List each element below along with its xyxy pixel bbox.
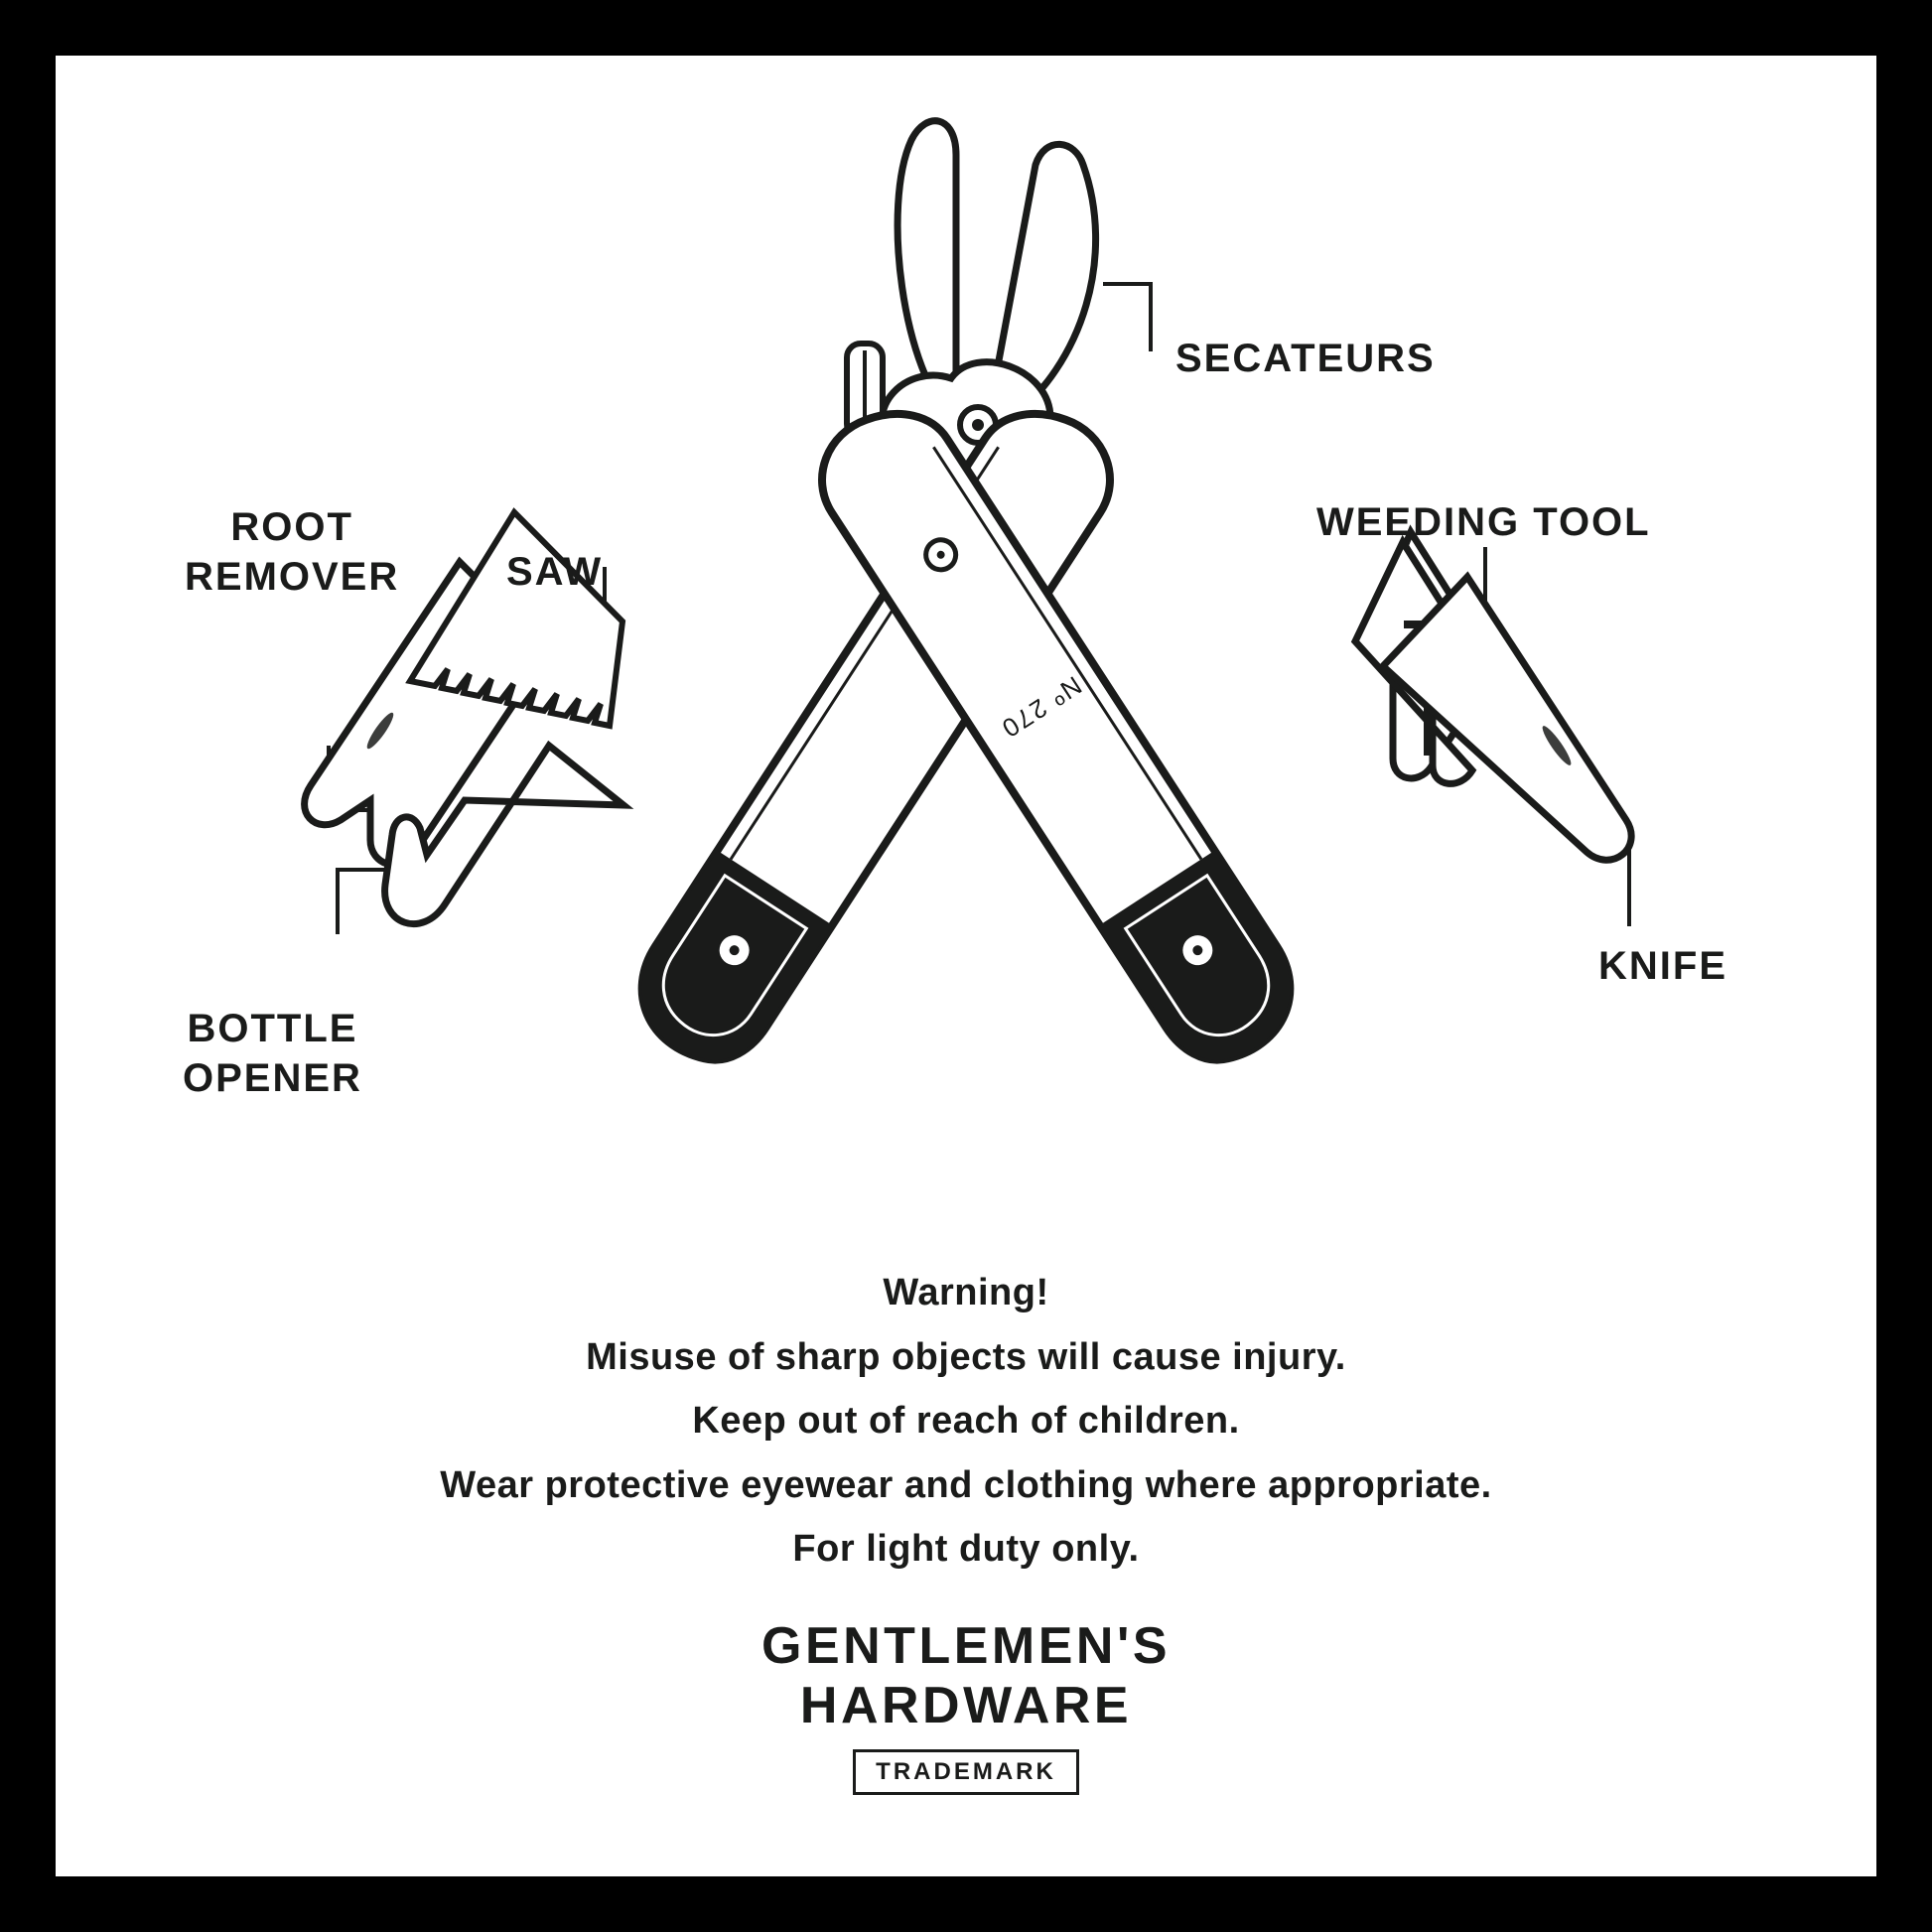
warning-line-1: Keep out of reach of children. (56, 1389, 1876, 1453)
brand-block: GENTLEMEN'S HARDWARE TRADEMARK (56, 1616, 1876, 1795)
warning-line-0: Misuse of sharp objects will cause injur… (56, 1325, 1876, 1390)
leader-secateurs (1103, 284, 1151, 351)
page: Nº 270 ROOTREMOVERSAWBOTTLEOPENERSECATEU… (56, 56, 1876, 1876)
brand-line1: GENTLEMEN'S (56, 1616, 1876, 1676)
label-root-remover: ROOTREMOVER (185, 502, 399, 602)
label-knife: KNIFE (1598, 941, 1727, 991)
warning-heading: Warning! (56, 1261, 1876, 1325)
trademark-badge: TRADEMARK (853, 1749, 1079, 1795)
label-secateurs: SECATEURS (1175, 334, 1436, 383)
warning-block: Warning!Misuse of sharp objects will cau… (56, 1261, 1876, 1582)
warning-line-3: For light duty only. (56, 1517, 1876, 1582)
warning-line-2: Wear protective eyewear and clothing whe… (56, 1453, 1876, 1518)
label-saw: SAW (506, 547, 603, 597)
brand-line2: HARDWARE (56, 1676, 1876, 1735)
label-bottle-opener: BOTTLEOPENER (183, 1004, 362, 1103)
label-weeding-tool: WEEDING TOOL (1316, 497, 1651, 547)
